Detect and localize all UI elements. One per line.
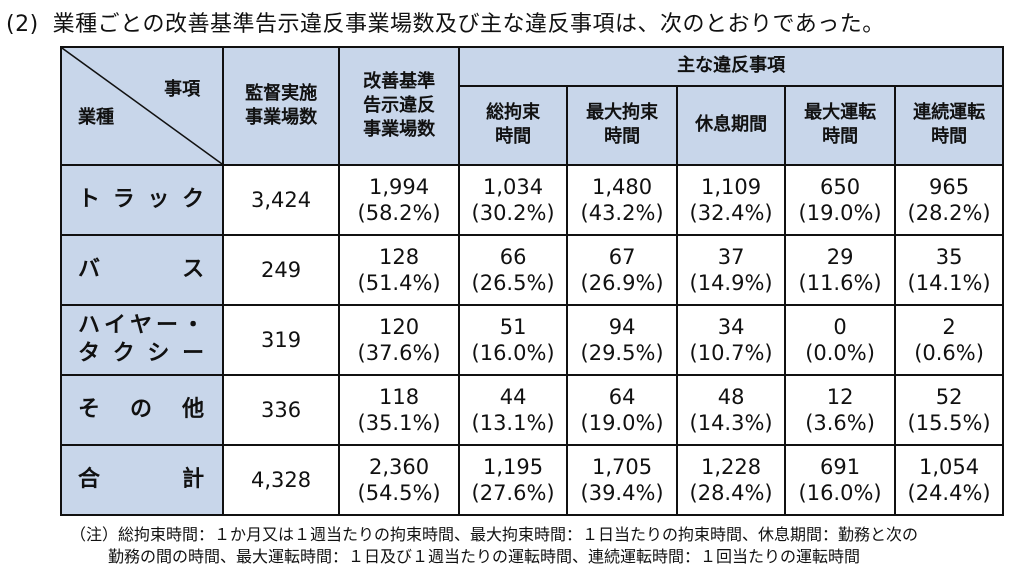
cell-value: 52 (15.5%) — [894, 374, 1005, 446]
footnote-line-2: 勤務の間の時間、最大運転時間：１日及び１週当たりの運転時間、連続運転時間：１回当… — [108, 547, 861, 566]
header-max-restraint: 最大拘束 時間 — [566, 84, 679, 167]
inspected-count: 319 — [222, 304, 341, 376]
cell-value: 35 (14.1%) — [894, 234, 1005, 306]
row-label-other: その他 — [59, 374, 225, 446]
cell-value: 37 (14.9%) — [676, 234, 787, 306]
cell-value: 965 (28.2%) — [894, 164, 1005, 236]
cell-value: 650 (19.0%) — [784, 164, 897, 236]
footnote-line-1: （注）総拘束時間：１か月又は１週当たりの拘束時間、最大拘束時間：１日当たりの拘束… — [70, 525, 919, 544]
cell-value: 2,360 (54.5%) — [338, 444, 461, 516]
cell-value: 12 (3.6%) — [784, 374, 897, 446]
cell-value: 2 (0.6%) — [894, 304, 1005, 376]
table-row-total: 合計 4,328 2,360 (54.5%) 1,195 (27.6%) 1,705… — [59, 444, 1005, 516]
violation-table: 事項 業種 監督実施 事業場数 改善基準 告示違反 事業場数 主な違反事項 総拘… — [59, 46, 1005, 516]
table-row: ハイヤー・ タクシー 319 120 (37.6%) 51 (16.0%) 94 (2… — [59, 304, 1005, 376]
row-label-total: 合計 — [59, 444, 225, 516]
section-number: (2) — [6, 12, 39, 37]
inspected-count: 336 — [222, 374, 341, 446]
cell-value: 94 (29.5%) — [566, 304, 679, 376]
cell-value: 1,109 (32.4%) — [676, 164, 787, 236]
cell-value: 29 (11.6%) — [784, 234, 897, 306]
inspected-count: 4,328 — [222, 444, 341, 516]
cell-value: 118 (35.1%) — [338, 374, 461, 446]
table-row: バス 249 128 (51.4%) 66 (26.5%) 67 (26.9%) 37… — [59, 234, 1005, 306]
cell-value: 34 (10.7%) — [676, 304, 787, 376]
header-max-driving: 最大運転 時間 — [784, 84, 897, 167]
inspected-count: 3,424 — [222, 164, 341, 236]
row-label-truck: トラック — [59, 164, 225, 236]
cell-value: 128 (51.4%) — [338, 234, 461, 306]
header-total-restraint: 総拘束 時間 — [458, 84, 569, 167]
corner-label-item: 事項 — [164, 79, 201, 100]
section-title: 業種ごとの改善基準告示違反事業場数及び主な違反事項は、次のとおりであった。 — [52, 12, 885, 37]
cell-value: 1,228 (28.4%) — [676, 444, 787, 516]
cell-value: 1,034 (30.2%) — [458, 164, 569, 236]
cell-value: 0 (0.0%) — [784, 304, 897, 376]
cell-value: 1,994 (58.2%) — [338, 164, 461, 236]
cell-value: 48 (14.3%) — [676, 374, 787, 446]
header-main-violations: 主な違反事項 — [458, 46, 1005, 87]
footnote: （注）総拘束時間：１か月又は１週当たりの拘束時間、最大拘束時間：１日当たりの拘束… — [70, 524, 918, 568]
inspected-count: 249 — [222, 234, 341, 306]
cell-value: 1,480 (43.2%) — [566, 164, 679, 236]
cell-value: 1,705 (39.4%) — [566, 444, 679, 516]
cell-value: 51 (16.0%) — [458, 304, 569, 376]
header-rest-period: 休息期間 — [676, 84, 787, 167]
table-row: トラック 3,424 1,994 (58.2%) 1,034 (30.2%) 1,4… — [59, 164, 1005, 236]
cell-value: 44 (13.1%) — [458, 374, 569, 446]
cell-value: 691 (16.0%) — [784, 444, 897, 516]
corner-label-industry: 業種 — [78, 107, 114, 128]
table-row: その他 336 118 (35.1%) 44 (13.1%) 64 (19.0%) 4… — [59, 374, 1005, 446]
cell-value: 1,054 (24.4%) — [894, 444, 1005, 516]
header-continuous-driving: 連続運転 時間 — [894, 84, 1005, 167]
section-heading: (2) 業種ごとの改善基準告示違反事業場数及び主な違反事項は、次のとおりであった。 — [6, 6, 885, 38]
corner-header: 事項 業種 — [59, 46, 225, 166]
row-label-bus: バス — [59, 234, 225, 306]
cell-value: 66 (26.5%) — [458, 234, 569, 306]
cell-value: 67 (26.9%) — [566, 234, 679, 306]
header-inspected: 監督実施 事業場数 — [222, 46, 341, 166]
corner-diagonal — [62, 48, 223, 164]
cell-value: 1,195 (27.6%) — [458, 444, 569, 516]
cell-value: 64 (19.0%) — [566, 374, 679, 446]
cell-value: 120 (37.6%) — [338, 304, 461, 376]
row-label-hire-taxi: ハイヤー・ タクシー — [59, 304, 225, 376]
header-violation-count: 改善基準 告示違反 事業場数 — [338, 46, 461, 166]
